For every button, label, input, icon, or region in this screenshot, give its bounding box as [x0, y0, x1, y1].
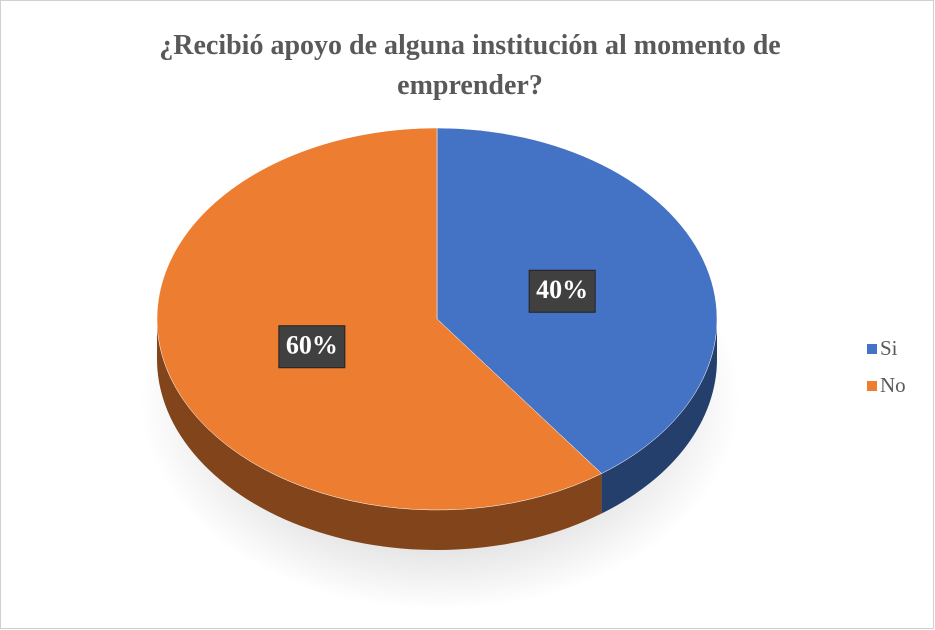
data-label-box [528, 269, 596, 313]
legend-swatch [867, 381, 877, 391]
slice-side [601, 319, 717, 514]
slice-side [156, 319, 602, 550]
legend-label: Si [880, 336, 898, 360]
slice [156, 127, 603, 511]
legend-label: No [880, 373, 906, 397]
legend-swatch [867, 344, 877, 354]
chart-title: ¿Recibió apoyo de alguna institución al … [159, 30, 781, 101]
data-label-box [278, 325, 346, 369]
data-label: 40% [536, 275, 588, 304]
data-label: 60% [286, 331, 338, 360]
